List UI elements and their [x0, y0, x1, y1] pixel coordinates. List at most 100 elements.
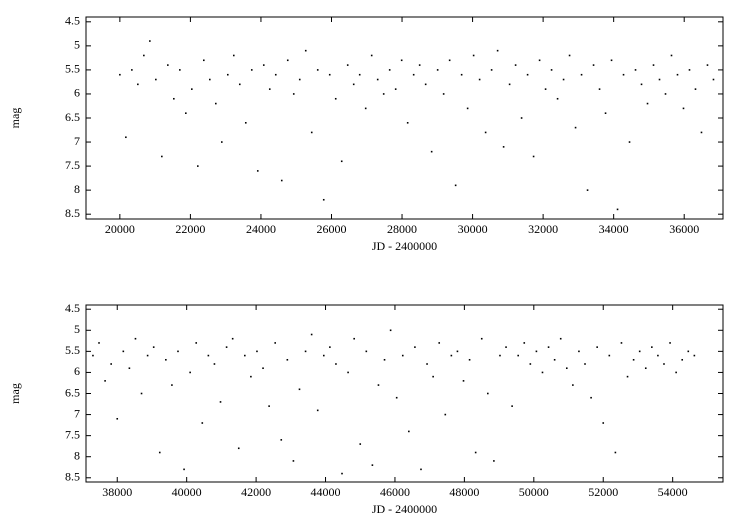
data-point — [529, 363, 532, 365]
x-tick-label: 38000 — [102, 485, 132, 499]
data-point — [274, 342, 276, 344]
data-point — [596, 346, 598, 348]
data-point — [442, 93, 445, 95]
data-point — [158, 451, 161, 454]
data-point — [316, 69, 319, 71]
data-point — [586, 189, 589, 191]
data-point — [436, 69, 439, 71]
data-point — [526, 73, 529, 76]
data-point — [161, 155, 163, 158]
data-point — [634, 69, 637, 71]
data-point — [614, 451, 617, 454]
data-point — [232, 54, 235, 57]
data-point — [478, 78, 481, 81]
data-point — [322, 198, 325, 201]
y-tick-label: 4.5 — [65, 14, 80, 28]
data-point — [292, 460, 295, 462]
data-point — [394, 88, 397, 90]
data-point — [335, 363, 337, 365]
y-tick-label: 8 — [74, 448, 80, 462]
data-point — [119, 73, 121, 76]
data-point — [474, 451, 477, 454]
data-point — [310, 333, 313, 336]
data-point — [565, 367, 568, 370]
data-point — [226, 73, 229, 76]
data-point — [173, 97, 175, 100]
y-tick-label: 5 — [74, 38, 80, 52]
data-point — [201, 422, 204, 424]
data-point — [191, 88, 193, 90]
data-point — [651, 346, 653, 348]
data-point — [472, 54, 475, 57]
y-tick-label: 5.5 — [65, 343, 80, 357]
data-point — [616, 208, 619, 211]
data-point — [610, 59, 613, 62]
x-tick-label: 26000 — [316, 222, 346, 236]
data-point — [377, 384, 380, 386]
data-point — [110, 363, 112, 365]
y-tick-label: 5 — [74, 322, 80, 336]
data-point — [484, 131, 487, 134]
data-point — [580, 73, 583, 76]
data-point — [626, 375, 629, 378]
data-point — [183, 468, 185, 471]
data-point — [220, 141, 223, 143]
data-point — [646, 102, 649, 105]
y-tick-label: 8 — [74, 182, 80, 196]
data-point — [520, 117, 523, 119]
data-point — [538, 59, 541, 62]
plot-frame — [85, 16, 724, 220]
data-point — [395, 396, 398, 399]
data-point — [559, 337, 562, 340]
data-point — [238, 83, 241, 86]
data-point — [706, 64, 709, 66]
data-point — [535, 350, 538, 353]
plot-frame — [85, 304, 724, 483]
data-point — [456, 350, 459, 353]
data-point — [388, 69, 391, 71]
data-point — [341, 472, 343, 475]
y-axis-label: mag — [8, 383, 22, 404]
x-tick-label: 20000 — [105, 222, 135, 236]
data-point — [568, 54, 571, 57]
data-point — [347, 371, 349, 374]
data-point — [480, 337, 483, 340]
data-point — [658, 78, 661, 81]
data-point — [669, 342, 671, 344]
y-tick-label: 4.5 — [65, 301, 80, 315]
y-tick-label: 8.5 — [65, 206, 80, 220]
data-point — [304, 350, 307, 353]
y-tick-label: 6 — [74, 86, 80, 100]
data-point — [511, 405, 513, 407]
data-point — [517, 354, 519, 357]
data-point — [262, 367, 264, 370]
data-point — [550, 69, 553, 71]
data-point — [578, 350, 580, 353]
data-point — [414, 346, 416, 348]
data-point — [460, 73, 463, 76]
data-point — [322, 354, 325, 357]
data-point — [675, 371, 677, 374]
data-point — [420, 468, 422, 471]
data-point — [640, 83, 643, 86]
data-point — [213, 363, 216, 365]
y-tick-label: 5.5 — [65, 62, 80, 76]
data-point — [304, 49, 307, 52]
data-point — [171, 384, 173, 386]
data-point — [185, 112, 187, 114]
data-point — [179, 69, 181, 71]
data-point — [298, 388, 301, 391]
data-point — [364, 107, 367, 110]
y-tick-label: 6.5 — [65, 385, 80, 399]
data-point — [237, 447, 240, 450]
x-tick-label: 30000 — [458, 222, 488, 236]
data-point — [340, 160, 343, 163]
y-tick-label: 7 — [74, 134, 80, 148]
data-point — [632, 358, 635, 361]
data-point — [572, 384, 574, 386]
data-point — [125, 136, 127, 139]
data-point — [466, 107, 469, 110]
data-point — [149, 40, 151, 42]
data-point — [352, 83, 355, 86]
